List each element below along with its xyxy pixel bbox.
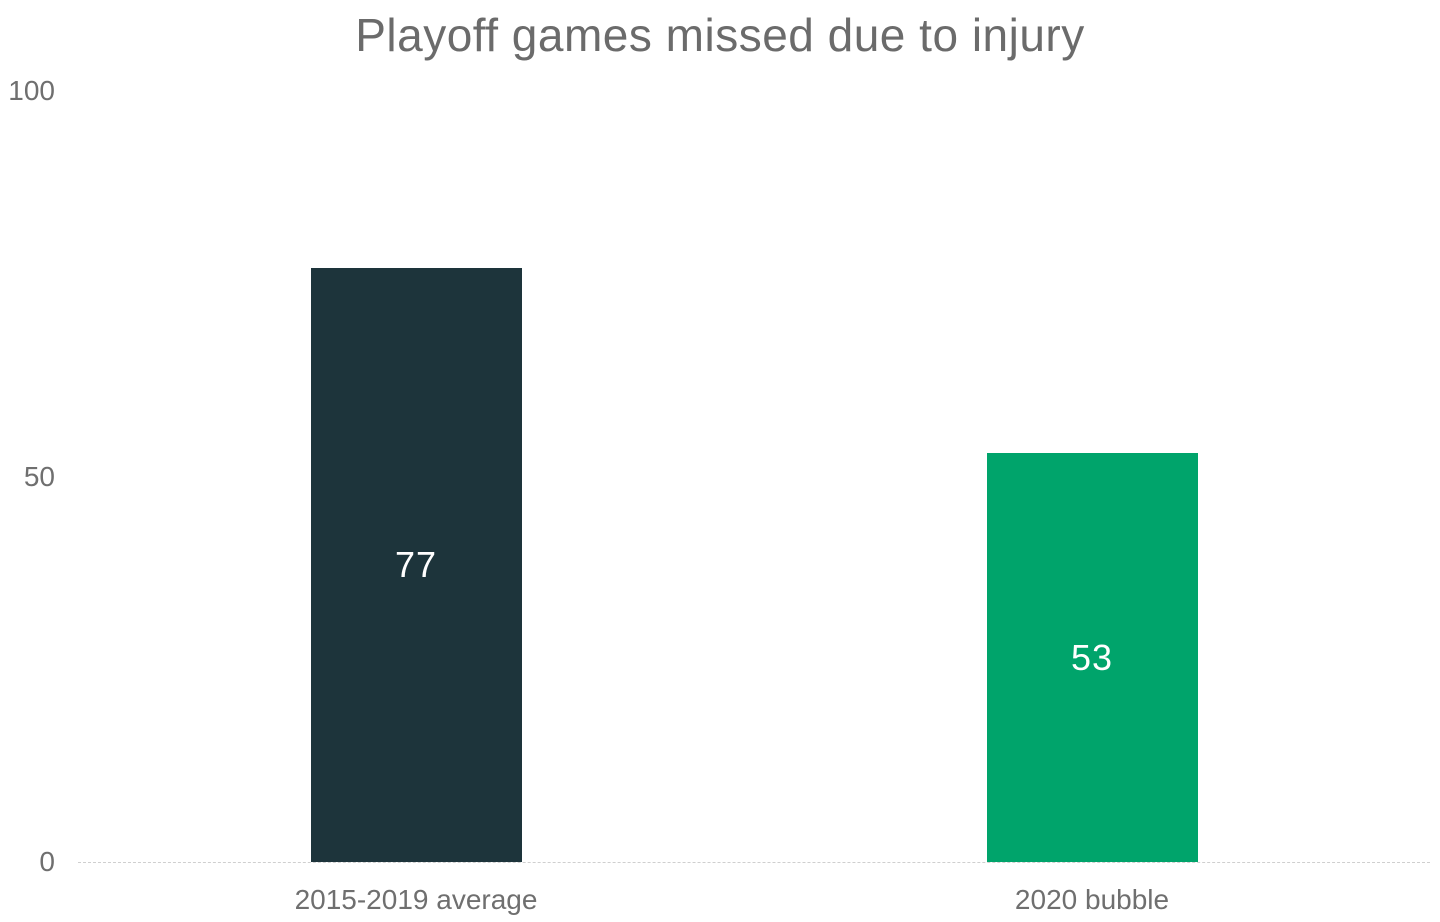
y-axis-tick-label-100: 100 xyxy=(8,75,55,106)
x-axis-label-2015-2019-average: 2015-2019 average xyxy=(294,884,538,915)
chart-title: Playoff games missed due to injury xyxy=(355,9,1085,61)
x-axis-baseline xyxy=(78,862,1430,863)
bar-value-label-2015-2019-average: 77 xyxy=(394,544,438,586)
y-axis-tick-label-50: 50 xyxy=(23,460,55,492)
bar-value-label-2020-bubble: 53 xyxy=(1070,636,1114,678)
y-axis-tick-label-0: 0 xyxy=(39,846,55,877)
bar-2015-2019-average: 77 xyxy=(310,268,522,862)
x-axis-label-2020-bubble: 2020 bubble xyxy=(1014,884,1170,915)
bar-2020-bubble: 53 xyxy=(986,453,1198,862)
